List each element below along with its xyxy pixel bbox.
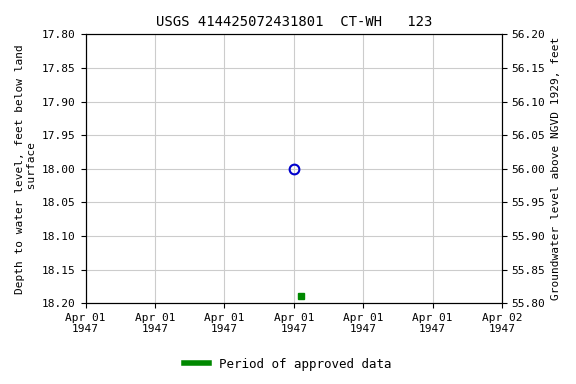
- Legend: Period of approved data: Period of approved data: [179, 353, 397, 376]
- Y-axis label: Depth to water level, feet below land
 surface: Depth to water level, feet below land su…: [15, 44, 37, 294]
- Y-axis label: Groundwater level above NGVD 1929, feet: Groundwater level above NGVD 1929, feet: [551, 37, 561, 300]
- Title: USGS 414425072431801  CT-WH   123: USGS 414425072431801 CT-WH 123: [156, 15, 432, 29]
